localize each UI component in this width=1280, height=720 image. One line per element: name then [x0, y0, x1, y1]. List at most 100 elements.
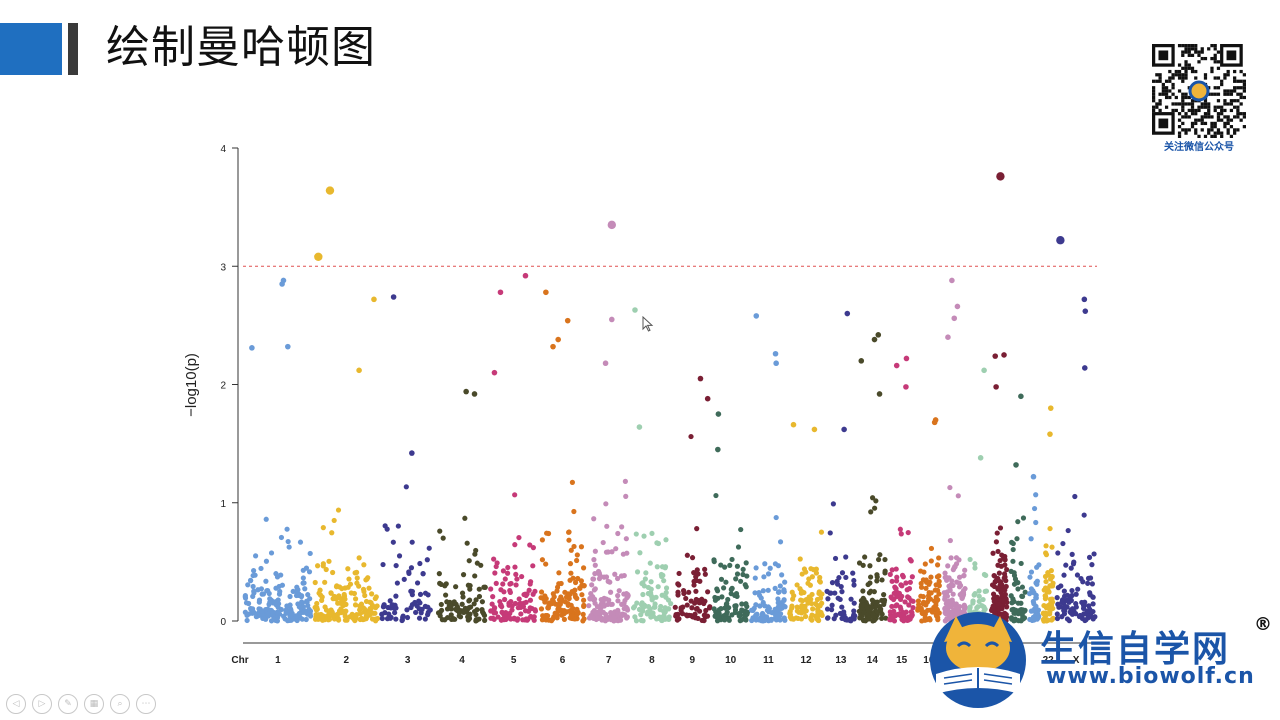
qr-module	[1223, 115, 1227, 119]
qr-module	[1203, 56, 1208, 61]
next-slide-button[interactable]: ▷	[32, 694, 52, 714]
snp-point	[366, 585, 372, 591]
snp-point	[841, 609, 847, 615]
snp-point	[983, 572, 989, 579]
qr-module	[1200, 115, 1204, 119]
snp-point	[313, 605, 320, 611]
previous-slide-button[interactable]: ◁	[6, 694, 26, 714]
snp-point	[588, 595, 594, 601]
snp-point	[331, 517, 337, 524]
snp-point	[381, 602, 387, 608]
snp-point	[702, 566, 708, 572]
snp-point	[972, 565, 978, 571]
snp-point	[794, 604, 800, 610]
qr-module	[1242, 73, 1246, 77]
qr-module	[1226, 128, 1230, 132]
snp-point	[530, 615, 536, 621]
qr-module	[1213, 108, 1217, 113]
pen-tool-button[interactable]: ✎	[58, 694, 78, 714]
snp-point	[580, 611, 586, 617]
qr-center-logo-icon	[1188, 80, 1210, 102]
snp-point	[1003, 583, 1009, 590]
snp-point	[640, 580, 646, 586]
qr-module	[1216, 112, 1221, 116]
snp-point	[757, 603, 763, 609]
snp-point	[851, 613, 857, 619]
qr-module	[1210, 69, 1214, 74]
qr-module	[1187, 53, 1191, 57]
snp-point	[928, 545, 935, 552]
snp-point	[915, 598, 922, 604]
snp-point	[607, 589, 614, 595]
snp-point	[663, 590, 669, 596]
snp-point	[495, 614, 501, 620]
qr-module	[1184, 44, 1188, 48]
snp-point	[307, 550, 313, 557]
snp-top-point	[356, 367, 362, 374]
snp-point	[983, 588, 990, 594]
snp-top-point	[1018, 393, 1024, 400]
snp-point	[699, 617, 705, 624]
more-options-button[interactable]: ⋯	[136, 694, 156, 714]
snp-top-point	[285, 343, 291, 350]
snp-point	[1009, 607, 1015, 613]
snp-point	[456, 608, 462, 614]
zoom-button[interactable]: ⌕	[110, 694, 130, 714]
snp-point	[580, 565, 587, 571]
snp-point	[961, 604, 967, 610]
qr-module	[1213, 56, 1217, 61]
snp-point	[473, 597, 479, 603]
snp-point	[744, 573, 750, 579]
qr-module	[1184, 60, 1188, 64]
qr-module	[1220, 108, 1224, 113]
slide-sorter-button[interactable]: ▦	[84, 694, 104, 714]
snp-point	[691, 570, 697, 576]
snp-point	[320, 525, 326, 531]
snp-point	[692, 615, 699, 621]
snp-point	[293, 613, 299, 619]
snp-point	[777, 613, 783, 619]
snp-point	[946, 575, 952, 581]
snp-point	[923, 579, 930, 585]
qr-module	[1203, 76, 1208, 80]
x-tick-label-chr-3: 3	[405, 655, 411, 666]
snp-point	[412, 599, 418, 606]
qr-module	[1184, 95, 1188, 100]
snp-top-point	[993, 384, 999, 390]
qr-module	[1207, 128, 1211, 132]
snp-point	[933, 611, 939, 618]
x-tick-label-chr-16: 16	[923, 655, 935, 666]
snp-point	[802, 613, 809, 620]
qr-module	[1207, 115, 1211, 119]
qr-module	[1213, 131, 1217, 135]
snp-point	[452, 616, 458, 622]
snp-top-point	[841, 426, 847, 433]
qr-module	[1158, 76, 1162, 80]
snp-point	[862, 554, 868, 560]
snp-point	[779, 572, 785, 578]
snp-top-point	[992, 353, 999, 359]
qr-module	[1213, 53, 1217, 57]
snp-point	[829, 580, 836, 586]
snp-point	[657, 615, 663, 622]
qr-module	[1190, 121, 1195, 126]
snp-point	[661, 578, 667, 584]
qr-module	[1200, 128, 1204, 132]
snp-point	[733, 591, 740, 597]
snp-point	[488, 615, 494, 621]
snp-point	[314, 563, 321, 569]
snp-point	[490, 594, 496, 600]
snp-point	[979, 603, 986, 609]
qr-module	[1168, 95, 1172, 100]
qr-module	[1203, 99, 1208, 103]
snp-point	[349, 611, 355, 617]
snp-point	[714, 618, 721, 624]
snp-point	[740, 608, 747, 614]
snp-point	[1017, 607, 1023, 613]
qr-module	[1181, 53, 1185, 57]
snp-point	[300, 575, 306, 581]
snp-point	[1049, 573, 1055, 580]
snp-point	[279, 582, 286, 588]
snp-point	[263, 578, 269, 584]
snp-point	[866, 590, 873, 596]
